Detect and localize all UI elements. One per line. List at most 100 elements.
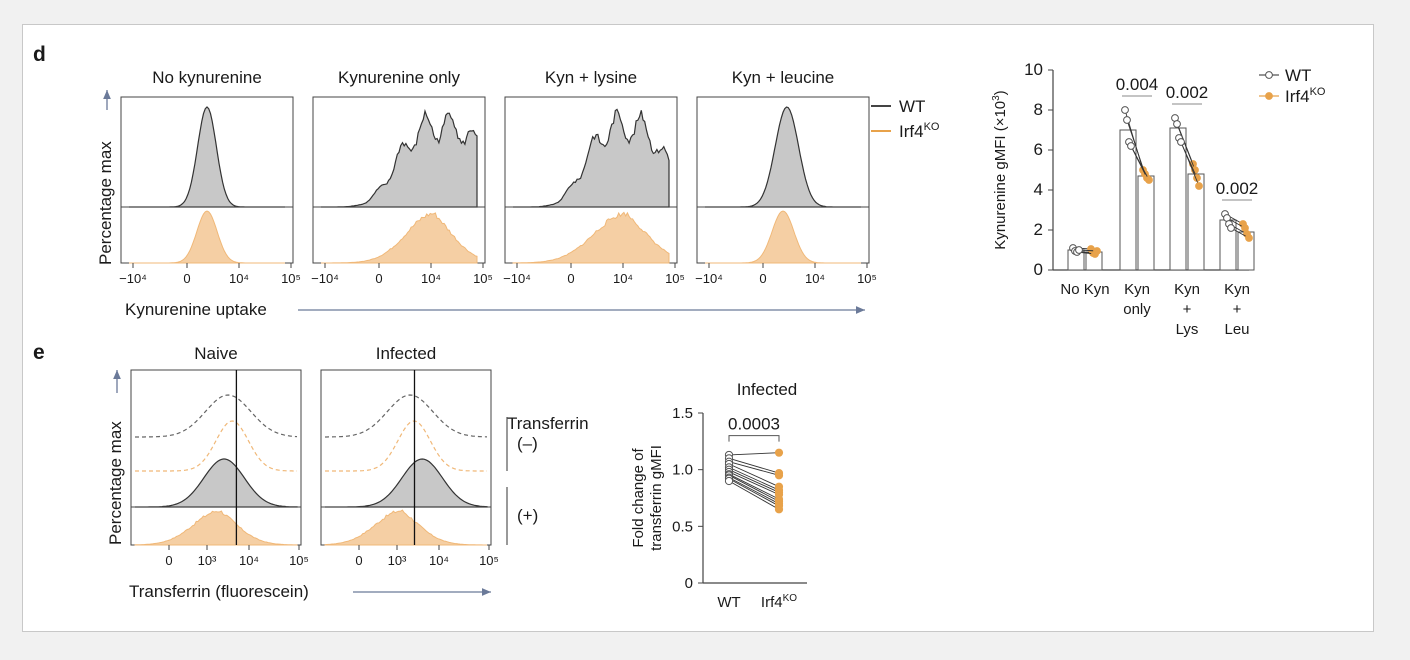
bar-y-tick-label: 4 xyxy=(1034,180,1043,199)
dot-pair-line xyxy=(728,452,780,456)
histogram-tick-label: 10⁵ xyxy=(473,271,493,286)
ko-point xyxy=(1145,176,1153,184)
histogram-tick-label: 10⁵ xyxy=(665,271,685,286)
dashed-ko-trace xyxy=(325,420,487,472)
dot-pair-line xyxy=(728,474,780,502)
histogram-tick-label: 0 xyxy=(375,271,382,286)
dot-pair-line xyxy=(728,478,780,507)
ko-dot xyxy=(774,471,784,480)
figure-canvas: d Percentage max Kynurenine uptake No ky… xyxy=(33,43,1326,611)
histogram-tick-label: 10⁵ xyxy=(857,271,877,286)
bar-category-label: Kyn xyxy=(1174,281,1200,298)
wt-point xyxy=(1127,142,1135,150)
pair-line xyxy=(1180,141,1200,187)
transferrin-fold-change-plot: Infected 0 0.5 1.0 1.5 Fold change of transfer… xyxy=(630,380,807,611)
transferrin-tick-label: 10⁴ xyxy=(429,553,449,568)
p-value-label: 0.004 xyxy=(1116,75,1159,94)
histogram-tick-label: −10⁴ xyxy=(119,271,147,286)
wt-point xyxy=(1173,120,1181,128)
dot-y-tick-label: 0.5 xyxy=(672,518,693,535)
panel-d-histograms: No kynurenine −10⁴ 0 10⁴ 10⁵ Kynurenine only −… xyxy=(119,68,877,286)
bar-category-label: No Kyn xyxy=(1060,281,1109,298)
dot-pair-line xyxy=(728,463,780,488)
ko-histogram xyxy=(512,211,670,264)
transferrin-tick-label: 10³ xyxy=(388,553,407,568)
dot-p-bracket xyxy=(728,435,780,442)
dot-plot-title: Infected xyxy=(737,380,798,399)
figure-panel: d Percentage max Kynurenine uptake No ky… xyxy=(22,24,1374,632)
histogram-tick-label: 0 xyxy=(567,271,574,286)
bar-y-axis-label: Kynurenine gMFI (×103) xyxy=(991,90,1009,249)
histogram-tick-label: −10⁴ xyxy=(503,271,531,286)
ko-dot xyxy=(774,448,784,457)
bar-group-2: 0.004 Kyn only xyxy=(1116,75,1159,318)
histogram-title: Kyn + lysine xyxy=(545,68,637,87)
histogram-title: No kynurenine xyxy=(152,68,262,87)
dot-category-ko: Irf4KO xyxy=(761,593,797,611)
bar-y-tick-label: 8 xyxy=(1034,100,1043,119)
histogram-tick-label: 10⁴ xyxy=(805,271,825,286)
transferrin-tick-label: 0 xyxy=(355,553,362,568)
p-value-label: 0.002 xyxy=(1166,83,1209,102)
legend-ko-label: Irf4KO xyxy=(899,121,940,141)
bar-category-label: Kyn xyxy=(1224,281,1250,298)
bar-category-label: Lys xyxy=(1176,321,1199,338)
histogram-tick-label: 10⁴ xyxy=(229,271,249,286)
panel-e-x-axis-label: Transferrin (fluorescein) xyxy=(129,582,309,601)
ko-histogram xyxy=(321,212,478,264)
solid-ko-histogram xyxy=(324,509,487,546)
histogram-tick-label: 10⁴ xyxy=(613,271,633,286)
ko-bar xyxy=(1187,173,1205,271)
dot-pair-line xyxy=(728,473,780,500)
bar-legend-wt-marker xyxy=(1265,71,1273,79)
transferrin-histogram-title: Infected xyxy=(376,344,437,363)
wt-point xyxy=(1123,116,1131,124)
ko-bar xyxy=(1137,175,1155,271)
dashed-ko-trace xyxy=(135,420,297,472)
dot-pair-line xyxy=(728,471,780,496)
dot-y-axis-label: Fold change of xyxy=(630,448,647,548)
dot-y-axis-label: transferrin gMFI xyxy=(648,445,665,551)
histogram-tick-label: 0 xyxy=(759,271,766,286)
transferrin-bracket: Transferrin (–) (+) xyxy=(506,414,589,545)
dot-pair-line xyxy=(728,477,780,505)
histogram-4: Kyn + leucine −10⁴ 0 10⁴ 10⁵ xyxy=(695,68,877,286)
dot-pair-line xyxy=(728,457,780,474)
bar-category-label: Kyn xyxy=(1124,281,1150,298)
ko-dot xyxy=(774,505,784,514)
dot-category-wt: WT xyxy=(717,594,740,611)
bar-category-label: only xyxy=(1123,301,1151,318)
dot-pair-line xyxy=(728,466,780,491)
bar-group-4: 0.002 Kyn + Leu xyxy=(1216,179,1259,338)
histogram-2: Kynurenine only −10⁴ 0 10⁴ 10⁵ xyxy=(311,68,493,286)
bar-y-tick-label: 10 xyxy=(1024,60,1043,79)
dot-pair-line xyxy=(728,480,780,510)
ko-point xyxy=(1093,247,1101,255)
bar-category-label: + xyxy=(1233,301,1242,318)
bar-y-tick-label: 0 xyxy=(1034,260,1043,279)
transferrin-tick-label: 10⁵ xyxy=(479,553,499,568)
histogram-1: No kynurenine −10⁴ 0 10⁴ 10⁵ xyxy=(119,68,301,286)
histogram-tick-label: 10⁵ xyxy=(281,271,301,286)
histogram-title: Kynurenine only xyxy=(338,68,460,87)
histogram-tick-label: 10⁴ xyxy=(421,271,441,286)
transferrin-histogram-1: Naive 0 10³ 10⁴ 10⁵ xyxy=(130,344,309,568)
bar-group-3: 0.002 Kyn + Lys xyxy=(1166,83,1209,338)
bar-y-tick-label: 6 xyxy=(1034,140,1043,159)
dashed-wt-trace xyxy=(325,394,488,438)
bracket-plus-label: (+) xyxy=(517,506,538,525)
histogram-tick-label: −10⁴ xyxy=(311,271,339,286)
pair-line xyxy=(1176,123,1196,171)
kynurenine-gmfi-bar-chart: 0 2 4 6 8 10 Kynurenine gMFI (×103) No Kyn 0.004… xyxy=(991,60,1326,338)
panel-e-label: e xyxy=(33,341,45,364)
wt-bar xyxy=(1119,129,1137,271)
bar-category-label: Leu xyxy=(1224,321,1249,338)
solid-ko-histogram xyxy=(134,510,298,546)
pair-line xyxy=(1130,145,1150,181)
wt-point xyxy=(1177,138,1185,146)
histogram-tick-label: 0 xyxy=(183,271,190,286)
histogram-3: Kyn + lysine −10⁴ 0 10⁴ 10⁵ xyxy=(503,68,685,286)
wt-point xyxy=(1075,246,1083,254)
bar-category-label: + xyxy=(1183,301,1192,318)
panel-e-histograms: Naive 0 10³ 10⁴ 10⁵ Infected 0 10³ 10⁴ 10⁵ xyxy=(130,344,499,568)
